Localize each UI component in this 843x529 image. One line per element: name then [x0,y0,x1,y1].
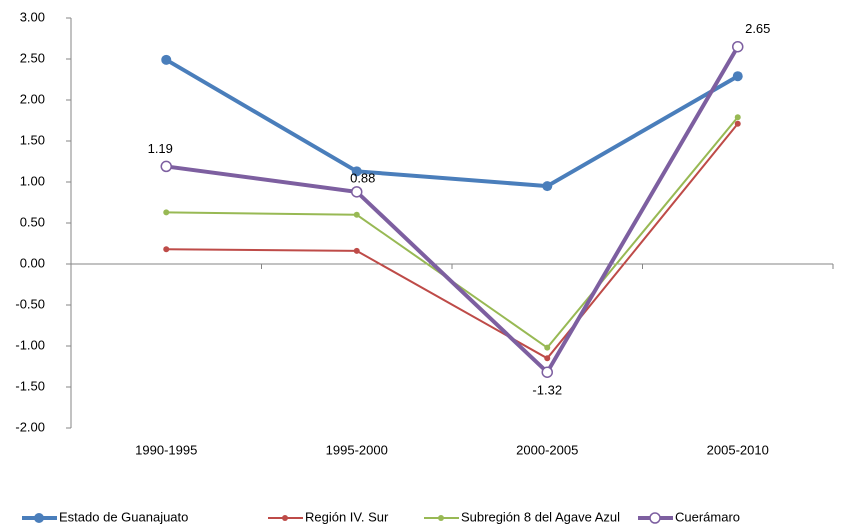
marker [542,181,553,192]
marker [160,160,172,173]
marker [734,120,741,127]
legend-label: Subregión 8 del Agave Azul [461,509,620,524]
marker [163,246,170,253]
y-tick-label: 0.50 [20,214,45,229]
marker [544,344,551,351]
y-tick-label: 2.00 [20,91,45,106]
x-tick-label: 2000-2005 [516,442,578,457]
marker [353,211,360,218]
marker [353,247,360,254]
series-line [166,116,739,349]
y-tick-label: -0.50 [15,296,45,311]
data-label: 0.88 [350,170,375,185]
marker [732,40,744,53]
x-tick-label: 1990-1995 [135,442,197,457]
marker [541,366,553,378]
y-tick-label: 3.00 [20,9,45,24]
legend-label: Región IV. Sur [305,509,389,524]
y-tick-label: 1.00 [20,173,45,188]
legend-label: Estado de Guanajuato [59,509,188,524]
series-line [165,58,739,189]
marker [734,114,741,121]
marker [544,355,551,362]
x-tick-label: 1995-2000 [326,442,388,457]
series-line [165,45,740,376]
marker [351,186,363,198]
marker [163,209,170,216]
series-line [166,123,739,360]
data-label: 1.19 [148,141,173,156]
legend-marker [34,513,44,523]
marker [732,71,743,82]
y-tick-label: -2.00 [15,419,45,434]
x-tick-label: 2005-2010 [707,442,769,457]
marker [161,54,172,65]
y-tick-label: 0.00 [20,255,45,270]
data-label: -1.32 [532,383,562,398]
y-tick-label: -1.50 [15,378,45,393]
legend-marker [282,515,288,521]
data-label: 2.65 [745,21,770,36]
marker [351,166,362,177]
y-tick-label: 1.50 [20,132,45,147]
legend-label: Cuerámaro [675,509,740,524]
y-tick-label: -1.00 [15,337,45,352]
legend-marker [438,515,444,521]
legend-marker [649,512,661,524]
y-tick-label: 2.50 [20,50,45,65]
